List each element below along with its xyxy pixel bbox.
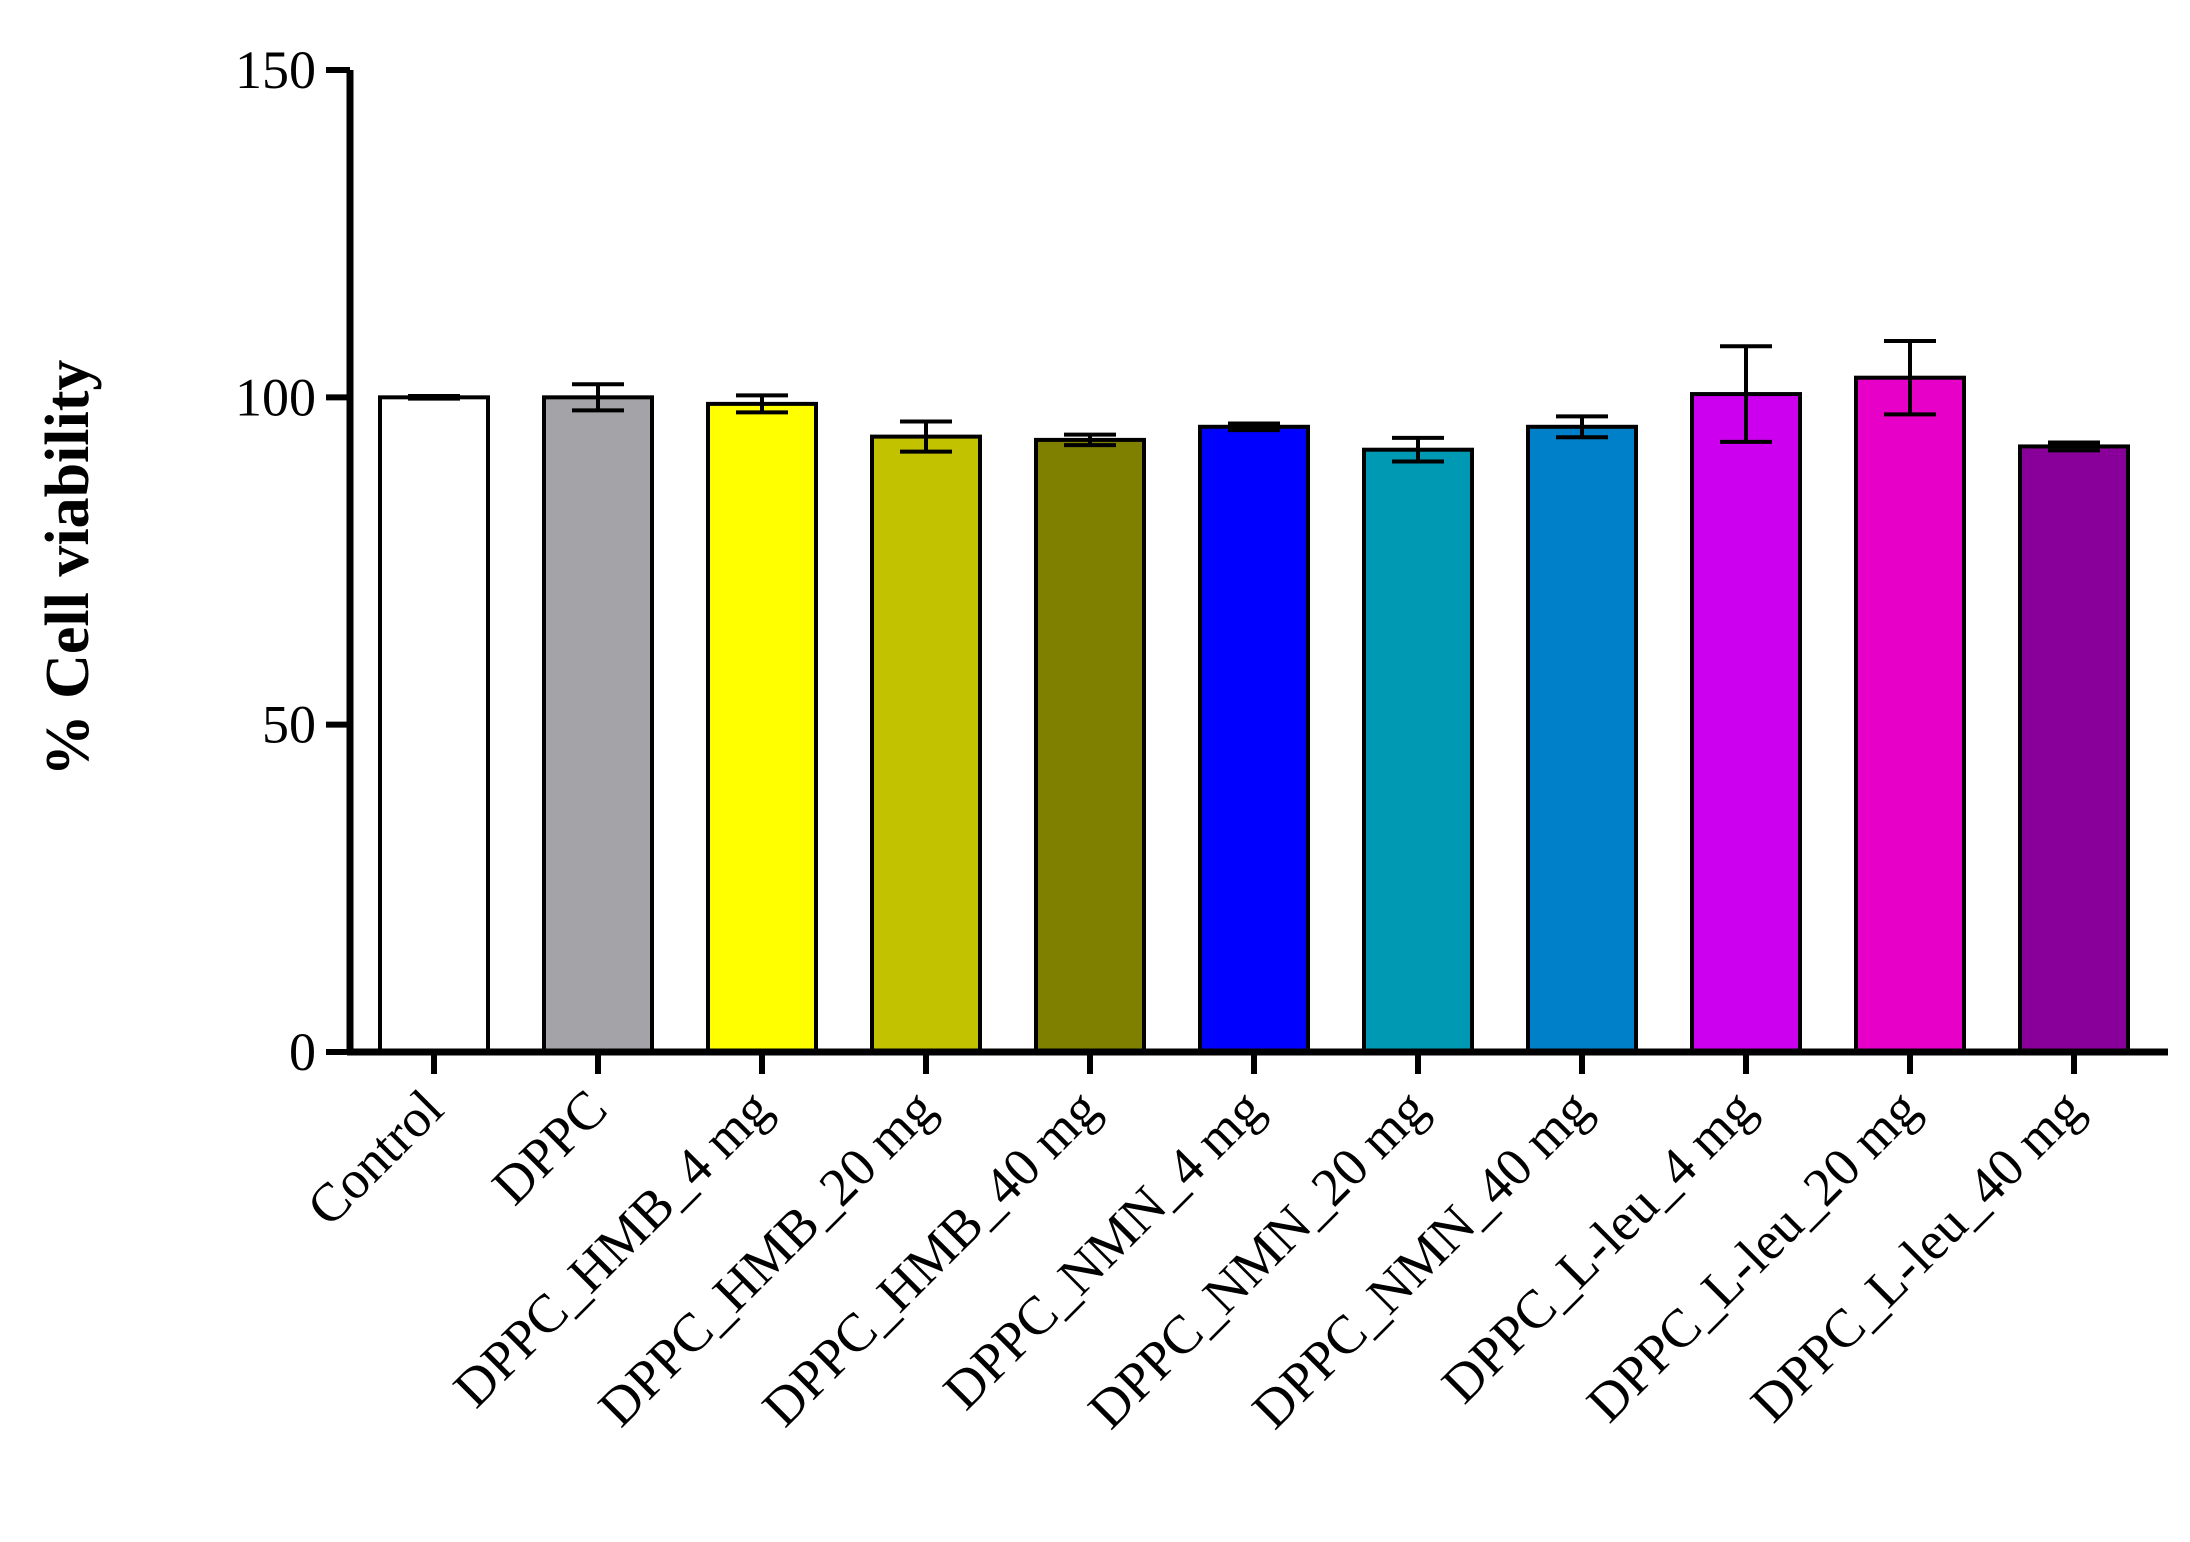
bar-4 [1034,437,1146,1054]
x-category-label: DPPC_L-leu_4 mg [1430,1078,1766,1414]
error-bars-group [408,339,2100,464]
bar-10 [2018,444,2130,1054]
bar-2 [706,401,818,1054]
bars-group [378,375,2130,1055]
bar-9 [1854,375,1966,1054]
x-category-label: DPPC_HMB_4 mg [442,1078,783,1419]
x-category-label: DPPC [481,1078,619,1216]
y-tick-label: 0 [289,1022,316,1082]
bar-0 [378,395,490,1055]
axes-group [346,70,2168,1056]
y-tick-label: 150 [235,40,316,100]
bar-3 [870,434,982,1054]
x-category-label: Control [295,1078,454,1237]
x-category-label: DPPC_NMN_4 mg [932,1078,1275,1421]
bar-6 [1362,447,1474,1054]
bar-8 [1690,392,1802,1054]
y-ticks-group: 0 50 100 150 [235,40,350,1082]
bar-1 [542,395,654,1055]
y-axis-title: % Cell viability [34,360,102,777]
bar-5 [1198,424,1310,1054]
y-tick-label: 100 [235,367,316,427]
bar-7 [1526,424,1638,1054]
y-tick-label: 50 [262,695,316,755]
